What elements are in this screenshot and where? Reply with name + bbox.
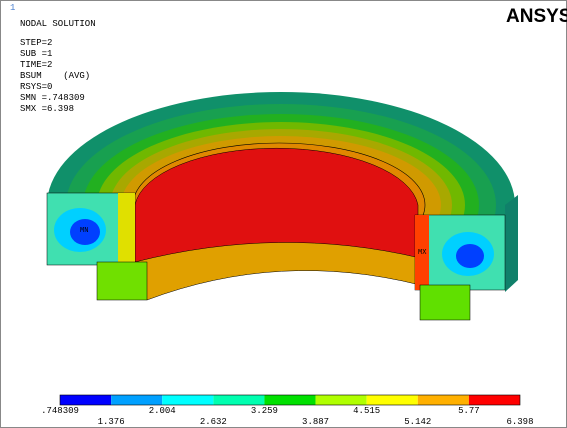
info-line: SUB =1 [20,49,52,59]
viewport: 1 ANSYS NODAL SOLUTION STEP=2SUB =1TIME=… [0,0,567,428]
legend-label: .748309 [41,406,79,416]
legend-swatch [111,395,162,405]
legend-swatch [418,395,469,405]
legend-swatch [60,395,111,405]
legend-swatch [469,395,520,405]
right-contour [456,244,484,268]
info-title: NODAL SOLUTION [20,19,96,29]
legend-label: 3.259 [251,406,278,416]
info-line: RSYS=0 [20,82,52,92]
legend-label: 6.398 [506,417,533,427]
info-line: SMN =.748309 [20,93,85,103]
legend-label: 5.77 [458,406,480,416]
right-step [420,285,470,320]
legend-swatch [162,395,213,405]
legend-label: 2.004 [149,406,176,416]
legend-label: 4.515 [353,406,380,416]
left-step [97,262,147,300]
legend-swatch [213,395,264,405]
legend-label: 5.142 [404,417,431,427]
legend-label: 3.887 [302,417,329,427]
info-line: TIME=2 [20,60,52,70]
legend-label: 2.632 [200,417,227,427]
max-marker: MX [418,249,427,257]
info-line: BSUM (AVG) [20,71,90,81]
min-marker: MN [80,227,88,235]
legend-swatch [367,395,418,405]
page: 1 ANSYS NODAL SOLUTION STEP=2SUB =1TIME=… [0,0,567,428]
legend-label: 1.376 [98,417,125,427]
side-face [505,195,518,292]
legend-swatch [316,395,367,405]
left-edge [118,193,135,265]
logo: ANSYS [506,6,567,27]
info-line: SMX =6.398 [20,104,74,114]
info-line: STEP=2 [20,38,52,48]
window-number: 1 [10,3,15,13]
legend-swatch [264,395,315,405]
